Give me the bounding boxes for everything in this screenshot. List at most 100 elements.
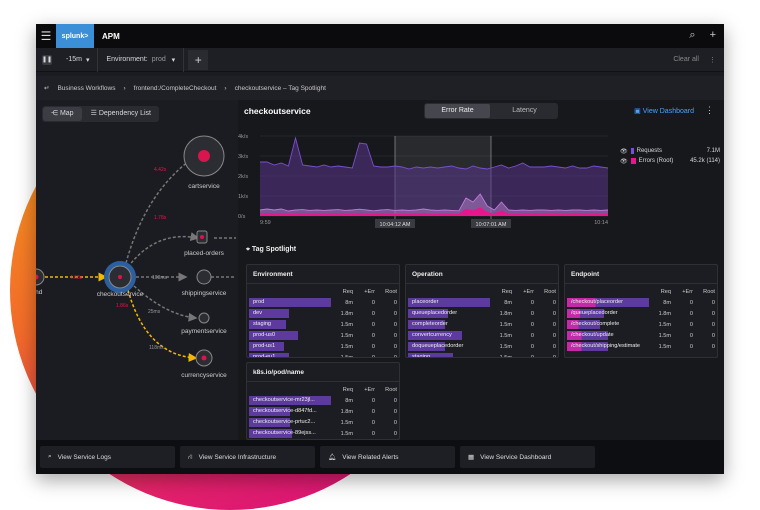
edge	[133, 285, 198, 322]
cell: 0	[371, 397, 375, 404]
series-area-0	[260, 138, 608, 216]
legend-item: 👁 Errors (Root) 45.2k (114)	[620, 158, 720, 165]
column-header[interactable]: +Err	[523, 288, 534, 295]
column-header[interactable]: Req	[660, 288, 671, 295]
table-row[interactable]: staging 1.5m 0 0	[406, 352, 558, 357]
table-row[interactable]: checkoutservice-d847fd... 1.8m 0 0	[247, 406, 399, 417]
error-rate-chart[interactable]: 0/s 1k/s 2k/s 3k/s 4k/s 9:59 10:14 10:04:12 AM 1…	[238, 124, 618, 244]
cell: 1.5m	[340, 430, 353, 437]
cell: 0	[711, 321, 715, 328]
tab-dependency-list[interactable]: ☰ Dependency List	[90, 110, 151, 117]
table-row[interactable]: queueplacedorder 1.8m 0 0	[406, 308, 558, 319]
table-row[interactable]: prod-eu1 1.5m 0 0	[247, 352, 399, 358]
table-row[interactable]: /checkout/complete 1.5m 0 0	[565, 319, 717, 330]
cell: 0	[530, 310, 534, 317]
table-row[interactable]: placeorder 8m 0 0	[406, 297, 558, 308]
kebab-icon[interactable]: ⋮	[705, 105, 714, 115]
table-header: Req +Err Root	[247, 286, 399, 297]
tab-latency[interactable]: Latency	[512, 107, 537, 114]
pause-icon[interactable]: ❚❚	[42, 54, 53, 65]
chart-legend: 👁 Requests 7.1M 👁 Errors (Root) 45.2k (114)	[620, 146, 720, 166]
table-row[interactable]: staging 1.5m 0 0	[247, 319, 399, 330]
service-title: checkoutservice	[244, 106, 311, 116]
table-row[interactable]: prod-us1 1.5m 0 0	[247, 341, 399, 352]
tag-icon: ⌖	[246, 246, 250, 253]
tag-card: Endpoint Req +Err Root/checkout/placeorder 8…	[564, 264, 718, 358]
column-header[interactable]: Root	[544, 288, 556, 295]
view-service-infrastructure-button[interactable]: ⛙ View Service Infrastructure	[180, 446, 315, 468]
column-header[interactable]: Req	[342, 386, 353, 393]
cell: 1.5m	[340, 343, 353, 350]
table-row[interactable]: completeorder 1.5m 0 0	[406, 319, 558, 330]
column-header[interactable]: Req	[342, 288, 353, 295]
back-icon[interactable]: ↵	[44, 85, 50, 92]
breadcrumb-item[interactable]: frontend:/CompleteCheckout	[133, 84, 217, 92]
column-header[interactable]: +Err	[364, 288, 375, 295]
column-header[interactable]: Root	[385, 386, 397, 393]
eye-icon[interactable]: 👁	[620, 158, 628, 165]
time-picker[interactable]: -15m ▾	[58, 47, 99, 72]
errors-root-area	[260, 207, 608, 216]
node-label: paymentservice	[181, 328, 227, 335]
table-row[interactable]: checkoutservice-89ejss... 1.5m 0 0	[247, 428, 399, 439]
environment-filter[interactable]: Environment: prod ▾	[98, 47, 185, 72]
table-row[interactable]: checkoutservice-prtuc2... 1.5m 0 0	[247, 417, 399, 428]
table-row[interactable]: /checkout/shipping/estimate 1.5m 0 0	[565, 341, 717, 352]
series-line-0	[260, 136, 609, 170]
plus-icon[interactable]: +	[709, 29, 716, 41]
cell: 0	[371, 408, 375, 415]
search-icon[interactable]: ⌕	[689, 29, 696, 41]
series-line-1	[259, 193, 609, 212]
edge-label: 103ms	[152, 275, 168, 281]
edge-label: 118ms	[149, 345, 164, 351]
cell: 1.8m	[499, 310, 512, 317]
view-service-dashboard-button[interactable]: ▦ View Service Dashboard	[460, 446, 595, 468]
time-marker-label: 10:04:12 AM	[380, 222, 411, 228]
cell: 0	[689, 343, 693, 350]
kebab-icon[interactable]: ⋮	[709, 56, 716, 64]
column-header[interactable]: +Err	[364, 386, 375, 393]
table-row[interactable]: doqueueplacedorder 1.5m 0 0	[406, 341, 558, 352]
cell: 1.5m	[340, 419, 353, 426]
cell: 8m	[504, 299, 512, 306]
map-view-toggle: ⋲ Map ☰ Dependency List	[42, 106, 159, 122]
node-shippingservice	[196, 269, 212, 285]
add-filter-button[interactable]: +	[188, 49, 209, 70]
table-row[interactable]: checkoutservice-mr23jl... 8m 0 0	[247, 395, 399, 406]
search-icon: ⌕	[48, 453, 52, 460]
action-bar: ⌕ View Service Logs ⛙ View Service Infrast…	[36, 440, 724, 474]
x-tick-label: 10:14	[594, 220, 608, 226]
column-header[interactable]: Root	[703, 288, 715, 295]
cell: 1.5m	[340, 354, 353, 358]
table-row[interactable]: /checkout/placeorder 8m 0 0	[565, 297, 717, 308]
hamburger-menu-icon[interactable]: ☰	[40, 29, 52, 43]
table-row[interactable]: dev 1.8m 0 0	[247, 308, 399, 319]
cell: 1.5m	[340, 321, 353, 328]
cell: 0	[689, 321, 693, 328]
view-related-alerts-button[interactable]: 🔔︎ View Related Alerts	[320, 446, 455, 468]
table-row[interactable]: prod 8m 0 0	[247, 297, 399, 308]
service-map-panel: ⋲ Map ☰ Dependency List 4.68s 4.42s 1.78…	[36, 100, 236, 440]
breadcrumb-item[interactable]: Business Workflows	[57, 84, 116, 92]
view-dashboard-link[interactable]: ▣ View Dashboard	[634, 108, 694, 115]
tab-error-rate[interactable]: Error Rate	[425, 104, 490, 118]
table-row[interactable]: prod-us0 1.5m 0 0	[247, 330, 399, 341]
cell: 0	[371, 321, 375, 328]
edge	[127, 232, 200, 268]
edge-label: 4.42s	[154, 167, 167, 173]
view-service-logs-button[interactable]: ⌕ View Service Logs	[40, 446, 175, 468]
legend-item: 👁 Requests 7.1M	[620, 148, 720, 155]
table-row[interactable]: convertcurrency 1.5m 0 0	[406, 330, 558, 341]
eye-icon[interactable]: 👁	[620, 148, 628, 155]
dashboard-icon: ▣	[634, 108, 641, 115]
tab-map[interactable]: ⋲ Map	[43, 107, 82, 121]
clear-all-button[interactable]: Clear all	[673, 55, 699, 63]
table-row[interactable]: /queueplacedorder 1.8m 0 0	[565, 308, 717, 319]
service-map[interactable]: 4.68s 4.42s 1.78s 103ms 1.86s 25ms 118ms…	[36, 100, 236, 440]
column-header[interactable]: Root	[385, 288, 397, 295]
column-header[interactable]: +Err	[682, 288, 693, 295]
cell: 0	[530, 321, 534, 328]
column-header[interactable]: Req	[501, 288, 512, 295]
table-row[interactable]: /checkout/update 1.5m 0 0	[565, 330, 717, 341]
cell: 0	[689, 310, 693, 317]
